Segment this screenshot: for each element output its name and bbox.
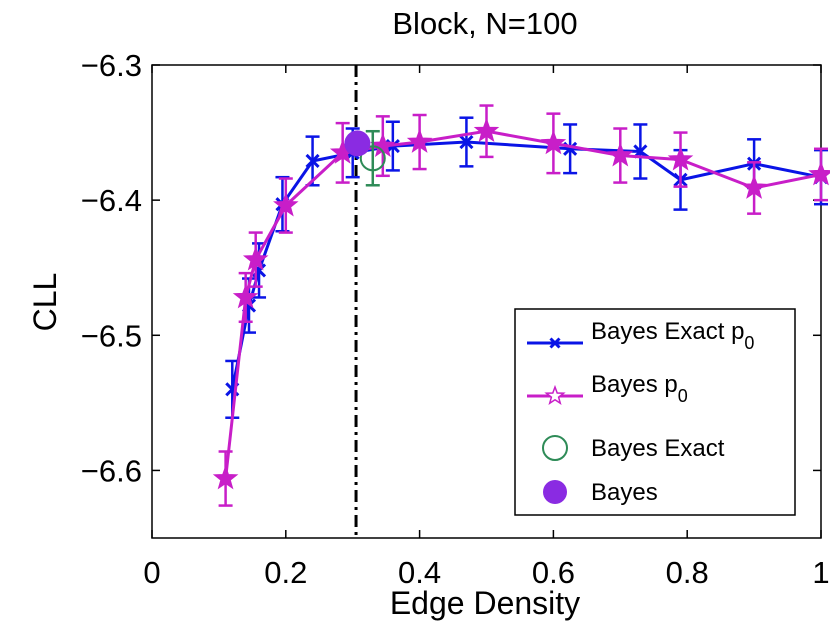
x-tick-label: 0.4 — [398, 555, 441, 590]
legend-marker — [544, 384, 566, 406]
x-tick-label: 0 — [143, 555, 160, 590]
x-tick-label: 0.6 — [532, 555, 575, 590]
data-point — [242, 246, 269, 271]
y-tick-label: −6.4 — [81, 183, 142, 218]
legend-entry: Bayes Exact — [542, 435, 725, 462]
data-point — [741, 174, 767, 199]
series-star — [212, 104, 830, 507]
y-tick-label: −6.5 — [81, 318, 142, 353]
series-filled-circle — [344, 130, 371, 157]
legend-marker — [543, 480, 567, 504]
series-open-circle — [359, 129, 386, 187]
x-tick-label: 1 — [812, 555, 829, 590]
legend-label: Bayes Exact — [591, 435, 725, 462]
legend-subscript: 0 — [744, 333, 754, 353]
y-axis-title: CLL — [27, 273, 63, 332]
legend-marker — [549, 337, 561, 349]
data-point — [232, 283, 259, 309]
data-point — [212, 465, 239, 490]
data-point — [473, 117, 500, 143]
legend-label: Bayes — [591, 479, 658, 506]
data-point — [359, 145, 386, 172]
plot-frame — [151, 64, 822, 539]
data-point — [607, 142, 634, 167]
error-bar — [365, 129, 380, 187]
data-point — [344, 130, 371, 157]
data-point — [459, 134, 474, 150]
plot-area: 0 0.2 0.4 0.6 0.8 1 −6.3 −6.4 −6.5 −6.6 — [81, 48, 830, 590]
data-point — [667, 146, 694, 171]
legend-marker — [542, 435, 568, 461]
x-axis-title: Edge Density — [390, 585, 580, 621]
legend-entry: Bayes — [543, 479, 658, 506]
data-point — [273, 192, 299, 217]
x-tick-label: 0.2 — [264, 555, 307, 590]
y-tick-label: −6.6 — [81, 453, 142, 488]
x-tick-label: 0.8 — [666, 555, 709, 590]
data-point — [540, 129, 567, 155]
data-point — [305, 153, 320, 169]
legend-subscript: 0 — [678, 386, 688, 406]
y-tick-label: −6.3 — [81, 48, 142, 83]
chart-title: Block, N=100 — [392, 6, 577, 41]
data-point — [406, 128, 433, 153]
